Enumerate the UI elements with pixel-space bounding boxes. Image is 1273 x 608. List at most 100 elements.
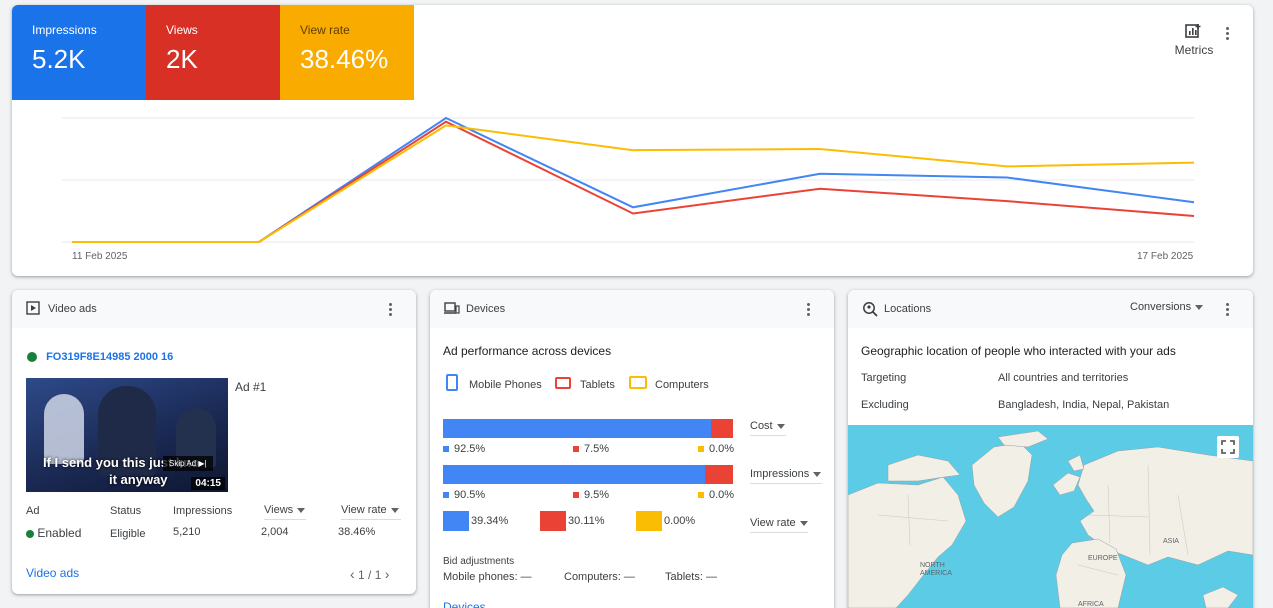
map-label-north-america: NORTH AMERICA <box>920 562 952 577</box>
impressions-dropdown-label: Impressions <box>750 468 810 480</box>
legend-computers: Computers <box>655 379 709 391</box>
cost-tablets-pct-text: 7.5% <box>584 443 610 455</box>
row-ad-value: Enabled <box>37 526 82 540</box>
mobile-phone-icon <box>446 374 458 391</box>
map-label-asia: ASIA <box>1163 538 1179 545</box>
views-sort-caret-icon <box>297 507 306 513</box>
more-options-icon[interactable] <box>1219 25 1235 43</box>
impressions-mobile-pct: 90.5% <box>443 489 485 501</box>
world-map-svg <box>848 430 1253 608</box>
metrics-button[interactable]: Metrics <box>1169 23 1219 57</box>
performance-line-chart <box>62 116 1195 243</box>
conversions-dropdown[interactable]: Conversions <box>1130 301 1204 316</box>
series-line-1 <box>72 120 1195 243</box>
video-ads-header: Video ads <box>12 290 416 328</box>
conversions-dropdown-label: Conversions <box>1130 301 1192 313</box>
impressions-computers-pct-text: 0.0% <box>709 489 735 501</box>
legend-tablets: Tablets <box>580 379 615 391</box>
ad-id-row[interactable]: FO319F8E14985 2000 16 <box>27 351 173 363</box>
view-rate-caret-icon <box>799 520 808 526</box>
devices-title: Devices <box>466 303 506 315</box>
next-page-icon[interactable]: › <box>384 566 390 582</box>
impressions-tablets-pct: 9.5% <box>573 489 609 501</box>
col-header-status: Status <box>110 505 142 517</box>
cost-mobile-pct: 92.5% <box>443 443 485 455</box>
devices-menu-icon[interactable] <box>800 301 816 319</box>
devices-subtitle: Ad performance across devices <box>443 344 612 358</box>
col-header-view-rate[interactable]: View rate <box>341 504 401 520</box>
locations-menu-icon[interactable] <box>1219 301 1235 319</box>
cost-dropdown[interactable]: Cost <box>750 420 786 436</box>
excluding-value: Bangladesh, India, Nepal, Pakistan <box>998 399 1170 411</box>
view-rate-tile[interactable]: View rate 38.46% <box>280 5 414 100</box>
bid-tablets: Tablets: — <box>665 571 717 583</box>
video-ads-card: Video ads FO319F8E14985 2000 16 If I sen… <box>12 290 416 594</box>
performance-card: Impressions 5.2K Views 2K View rate 38.4… <box>12 5 1253 276</box>
impressions-computers-pct: 0.0% <box>698 489 734 501</box>
thumbnail-figure-left <box>44 394 84 464</box>
view-rate-computers: 0.00% <box>664 515 696 527</box>
impressions-mobile-pct-text: 90.5% <box>454 489 486 501</box>
fullscreen-icon <box>1221 440 1235 454</box>
computer-icon <box>629 376 647 389</box>
location-search-icon <box>863 302 878 317</box>
world-map[interactable]: NORTH AMERICA EUROPE ASIA AFRICA <box>848 425 1253 608</box>
impressions-stacked-bar[interactable] <box>443 465 733 484</box>
prev-page-icon[interactable]: ‹ <box>350 566 355 582</box>
row-view-rate-value: 38.46% <box>338 526 376 538</box>
col-header-views[interactable]: Views <box>264 504 306 520</box>
views-tile[interactable]: Views 2K <box>146 5 280 100</box>
bid-mobile: Mobile phones: — <box>443 571 532 583</box>
col-header-ad: Ad <box>26 505 40 517</box>
targeting-value: All countries and territories <box>998 372 1129 384</box>
row-views-value: 2,004 <box>261 526 289 538</box>
thumbnail-caption: If I send you this just kno it anyway <box>43 454 199 488</box>
devices-header: Devices <box>430 290 834 328</box>
video-icon <box>26 301 40 315</box>
bid-computers: Computers: — <box>564 571 635 583</box>
video-ads-menu-icon[interactable] <box>382 301 398 319</box>
view-rate-label: View rate <box>300 23 350 37</box>
metrics-icon <box>1185 24 1201 38</box>
cost-computers-pct: 0.0% <box>698 443 734 455</box>
view-rate-dropdown[interactable]: View rate <box>750 517 808 533</box>
row-impressions-value: 5,210 <box>173 526 201 538</box>
locations-card: Locations Conversions Geographic locatio… <box>848 290 1253 608</box>
row-ad-status: Enabled <box>26 526 81 540</box>
tablet-icon <box>555 377 571 389</box>
ad-id-link[interactable]: FO319F8E14985 2000 16 <box>46 351 174 363</box>
impressions-tile[interactable]: Impressions 5.2K <box>12 5 146 100</box>
view-rate-swatch-computers <box>636 511 662 531</box>
x-tick-label-end: 17 Feb 2025 <box>1137 251 1194 262</box>
locations-header: Locations Conversions <box>848 290 1253 328</box>
impressions-tablets-pct-text: 9.5% <box>584 489 610 501</box>
view-rate-dropdown-label: View rate <box>750 517 796 529</box>
views-header-label: Views <box>264 504 294 516</box>
impressions-dropdown[interactable]: Impressions <box>750 468 822 484</box>
ad-thumbnail[interactable]: If I send you this just kno it anyway Sk… <box>26 378 228 492</box>
devices-link[interactable]: Devices <box>443 600 486 608</box>
skip-ad-button: Skip Ad ▶| <box>163 456 213 471</box>
ad-number-label: Ad #1 <box>235 380 267 394</box>
conversions-caret-icon <box>1195 304 1204 310</box>
fullscreen-button[interactable] <box>1217 436 1239 458</box>
impressions-value: 5.2K <box>32 44 86 74</box>
enabled-status-icon <box>27 352 37 363</box>
cost-bar-mobile <box>443 419 712 438</box>
devices-card: Devices Ad performance across devices Mo… <box>430 290 834 608</box>
cost-bar-tablets <box>711 419 733 438</box>
view-rate-tablets: 30.11% <box>568 515 605 527</box>
cost-stacked-bar[interactable] <box>443 419 733 438</box>
thumbnail-caption-line2: it anyway <box>109 472 168 487</box>
locations-subtitle: Geographic location of people who intera… <box>861 344 1176 358</box>
series-line-2 <box>72 124 1195 243</box>
page-indicator: 1 / 1 <box>358 568 382 582</box>
view-rate-sort-caret-icon <box>390 507 399 513</box>
video-ads-link[interactable]: Video ads <box>26 566 80 580</box>
views-value: 2K <box>166 44 198 74</box>
cost-caret-icon <box>776 423 785 429</box>
thumbnail-caption-line1: If I send you this just kno <box>43 455 200 470</box>
locations-title: Locations <box>884 303 932 315</box>
legend-mobile: Mobile Phones <box>469 379 542 391</box>
impressions-bar-mobile <box>443 465 706 484</box>
